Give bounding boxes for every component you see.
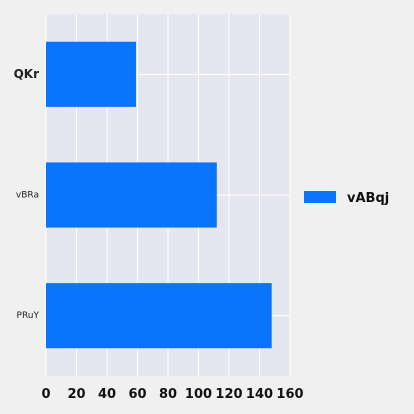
bars [46, 41, 272, 349]
legend: vABqj [304, 191, 389, 206]
bar-vbra [46, 162, 217, 228]
x-axis-ticks: 0 20 40 60 80 100 120 140 160 [41, 387, 303, 402]
y-tick-label: QKr [14, 67, 40, 81]
y-tick-label: PRuY [17, 311, 40, 321]
x-tick-label: 80 [159, 387, 177, 402]
x-tick-label: 100 [185, 387, 212, 402]
x-tick-label: 0 [41, 387, 50, 402]
x-tick-label: 160 [276, 387, 303, 402]
bar-pruy [46, 283, 272, 349]
legend-label: vABqj [347, 191, 389, 206]
y-tick-label: vBRa [16, 191, 39, 201]
legend-swatch [304, 191, 336, 203]
y-axis-ticks: QKr vBRa PRuY [14, 67, 40, 321]
x-tick-label: 60 [128, 387, 146, 402]
x-tick-label: 20 [67, 387, 85, 402]
x-tick-label: 140 [246, 387, 273, 402]
bar-qkr [46, 41, 136, 107]
x-tick-label: 40 [98, 387, 116, 402]
x-tick-label: 120 [215, 387, 242, 402]
